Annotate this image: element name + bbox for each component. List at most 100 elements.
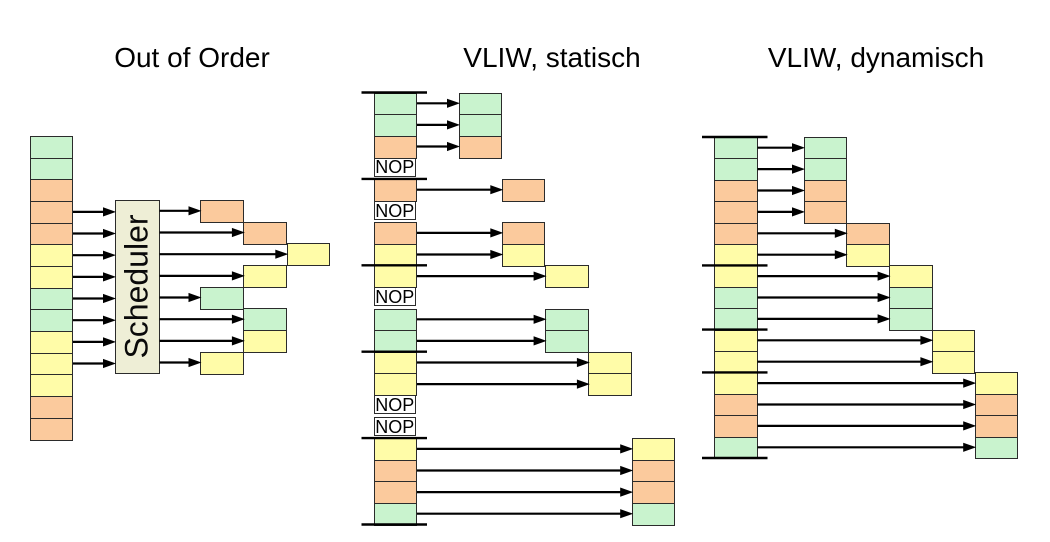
issued-instruction-box [974,436,1019,460]
nop-label: NOP [375,286,415,307]
section-title-vliw-static: VLIW, statisch [463,42,641,73]
instruction-box [714,137,758,160]
section-title-out-of-order: Out of Order [114,42,270,73]
instruction-box [29,352,73,376]
issued-instruction-box [846,222,890,246]
instruction-box [29,266,73,290]
instruction-box [29,287,73,311]
instruction-box [373,178,417,202]
instruction-box [714,265,758,289]
arrow [159,336,245,346]
instruction-box [373,481,417,505]
arrow [417,487,634,497]
instruction-box [373,502,417,526]
instruction-box [714,201,758,224]
arrow [417,379,590,389]
instruction-box [714,393,758,417]
scheduled-instruction-box [243,308,287,332]
arrow [757,378,977,388]
issued-instruction-box [931,351,976,374]
arrow [757,185,805,196]
instruction-box [714,244,758,267]
arrow [73,358,116,369]
instruction-box [714,179,758,203]
nop-label: NOP [375,200,415,221]
issued-instruction-box [631,459,676,483]
nop-box: NOP [374,394,416,415]
issued-instruction-box [501,243,546,267]
issued-instruction-box [631,481,676,505]
issued-instruction-box [803,201,847,224]
instruction-box [714,222,758,246]
arrow [417,120,460,130]
instruction-box [373,92,417,116]
arrow [159,314,245,324]
nop-label: NOP [375,394,415,415]
instruction-box [373,438,417,462]
arrow [417,228,504,238]
arrow [757,228,848,238]
arrow [757,399,977,410]
nop-box: NOP [374,200,416,221]
arrow [73,315,116,325]
instruction-box [29,331,73,355]
issued-instruction-box [803,158,847,182]
issued-instruction-box [458,114,502,138]
instruction-box [29,396,73,420]
arrow [73,250,116,260]
instruction-box [373,265,417,289]
instruction-box [373,351,417,375]
arrow [159,206,202,216]
issued-instruction-box [501,222,546,246]
issued-instruction-box [458,92,502,116]
instruction-box [373,114,417,138]
issued-instruction-box [501,178,546,202]
scheduled-instruction-box [200,286,244,310]
arrow [417,314,547,324]
instruction-box [714,436,758,460]
nop-label: NOP [375,157,415,178]
arrow [417,271,547,281]
scheduled-instruction-box [243,330,287,354]
instruction-box [373,243,417,267]
issued-instruction-box [846,244,890,267]
instruction-box [29,136,73,160]
issued-instruction-box [458,135,502,159]
issued-instruction-box [545,265,589,289]
issued-instruction-box [889,265,933,289]
scheduled-instruction-box [286,243,331,267]
arrow [757,250,848,260]
arrow [417,98,460,108]
arrow [757,442,977,452]
instruction-box [714,158,758,182]
arrow [73,337,116,347]
issued-instruction-box [974,393,1019,417]
arrow [757,421,977,431]
instruction-box [29,201,73,225]
instruction-box [29,222,73,246]
arrow [757,357,934,367]
issued-instruction-box [588,373,632,397]
arrow [417,465,634,476]
arrow [757,335,934,345]
instruction-box [373,222,417,246]
arrow [73,228,116,239]
arrow [757,143,805,153]
issued-instruction-box [803,179,847,203]
arrow [159,357,202,368]
arrow [73,272,116,282]
arrow [73,207,116,217]
issued-instruction-box [631,502,676,526]
arrow [417,444,634,454]
issued-instruction-box [889,308,933,331]
issued-instruction-box [889,286,933,310]
arrow [159,249,289,259]
instruction-box [714,286,758,310]
arrow [417,141,460,152]
instruction-box [714,308,758,331]
instruction-box [29,417,73,441]
issued-instruction-box [803,137,847,160]
instruction-box [714,372,758,396]
instruction-box [373,459,417,483]
instruction-box [29,309,73,333]
